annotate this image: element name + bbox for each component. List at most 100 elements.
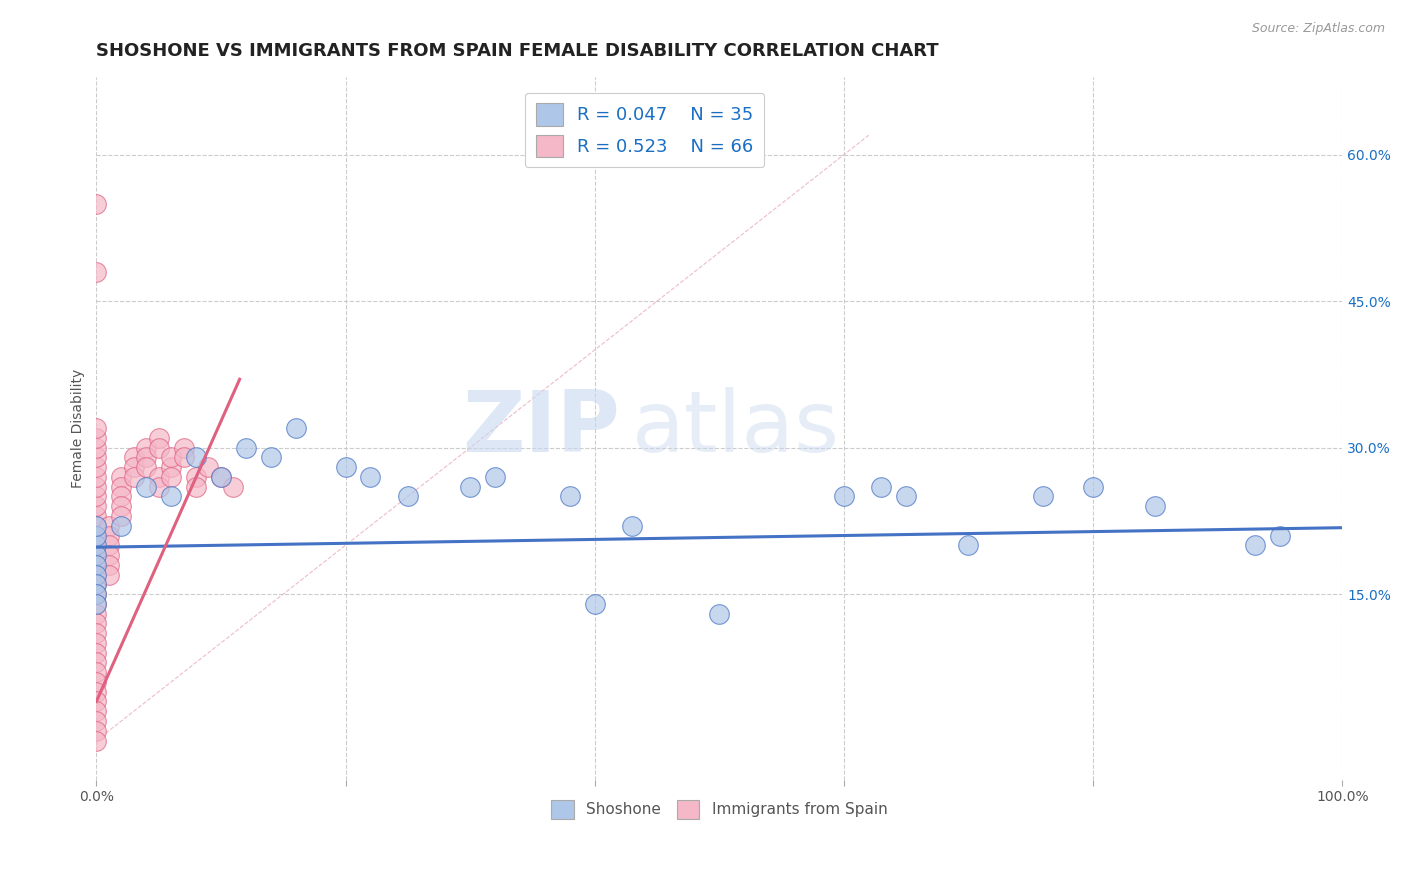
Point (222, 480, 245, 494)
Point (173, 441, 195, 455)
Point (86, 518, 108, 533)
Point (86, 538, 108, 552)
Point (284, 421, 307, 435)
Point (86, 626, 108, 640)
Point (396, 490, 419, 504)
Point (86, 441, 108, 455)
Point (86, 460, 108, 475)
Point (184, 470, 207, 484)
Point (160, 470, 183, 484)
Point (86, 684, 108, 698)
Point (86, 646, 108, 660)
Point (148, 431, 170, 445)
Point (709, 607, 731, 621)
Point (160, 460, 183, 475)
Point (86, 597, 108, 611)
Point (86, 528, 108, 542)
Point (870, 480, 893, 494)
Point (135, 441, 157, 455)
Point (209, 470, 232, 484)
Point (86, 518, 108, 533)
Point (86, 577, 108, 591)
Point (86, 470, 108, 484)
Point (86, 616, 108, 631)
Point (148, 470, 170, 484)
Point (86, 587, 108, 601)
Point (86, 714, 108, 728)
Point (110, 480, 132, 494)
Point (86, 636, 108, 650)
Point (184, 450, 207, 465)
Point (1268, 528, 1291, 542)
Point (110, 470, 132, 484)
Point (86, 577, 108, 591)
Point (86, 265, 108, 279)
Point (86, 480, 108, 494)
Point (86, 723, 108, 738)
Point (122, 460, 145, 475)
Point (97, 538, 120, 552)
Point (160, 490, 183, 504)
Point (86, 587, 108, 601)
Point (235, 441, 257, 455)
Point (86, 500, 108, 514)
Point (86, 548, 108, 562)
Point (86, 665, 108, 680)
Point (86, 538, 108, 552)
Point (86, 528, 108, 542)
Text: ZIP: ZIP (463, 386, 620, 469)
Point (86, 733, 108, 747)
Point (86, 421, 108, 435)
Point (122, 450, 145, 465)
Point (97, 518, 120, 533)
Point (110, 490, 132, 504)
Point (197, 460, 219, 475)
Point (359, 470, 381, 484)
Point (621, 518, 644, 533)
Point (148, 480, 170, 494)
Point (184, 480, 207, 494)
Point (135, 460, 157, 475)
Point (86, 490, 108, 504)
Point (1244, 538, 1267, 552)
Point (957, 538, 980, 552)
Y-axis label: Female Disability: Female Disability (72, 368, 86, 488)
Point (484, 470, 506, 484)
Point (97, 548, 120, 562)
Point (173, 450, 195, 465)
Point (260, 450, 283, 465)
Point (135, 450, 157, 465)
Point (110, 518, 132, 533)
Point (86, 558, 108, 572)
Point (86, 508, 108, 523)
Point (86, 567, 108, 582)
Point (86, 431, 108, 445)
Point (209, 470, 232, 484)
Text: SHOSHONE VS IMMIGRANTS FROM SPAIN FEMALE DISABILITY CORRELATION CHART: SHOSHONE VS IMMIGRANTS FROM SPAIN FEMALE… (97, 42, 939, 60)
Point (86, 558, 108, 572)
Point (86, 607, 108, 621)
Point (335, 460, 357, 475)
Text: atlas: atlas (633, 386, 841, 469)
Point (86, 548, 108, 562)
Point (86, 656, 108, 670)
Point (86, 694, 108, 708)
Point (1144, 500, 1167, 514)
Point (1081, 480, 1104, 494)
Point (86, 567, 108, 582)
Point (832, 490, 855, 504)
Point (1032, 490, 1054, 504)
Point (97, 528, 120, 542)
Point (86, 597, 108, 611)
Point (110, 500, 132, 514)
Point (160, 450, 183, 465)
Point (896, 490, 918, 504)
Point (558, 490, 581, 504)
Point (122, 470, 145, 484)
Point (97, 567, 120, 582)
Point (97, 558, 120, 572)
Point (135, 480, 157, 494)
Point (86, 196, 108, 211)
Point (148, 441, 170, 455)
Point (110, 508, 132, 523)
